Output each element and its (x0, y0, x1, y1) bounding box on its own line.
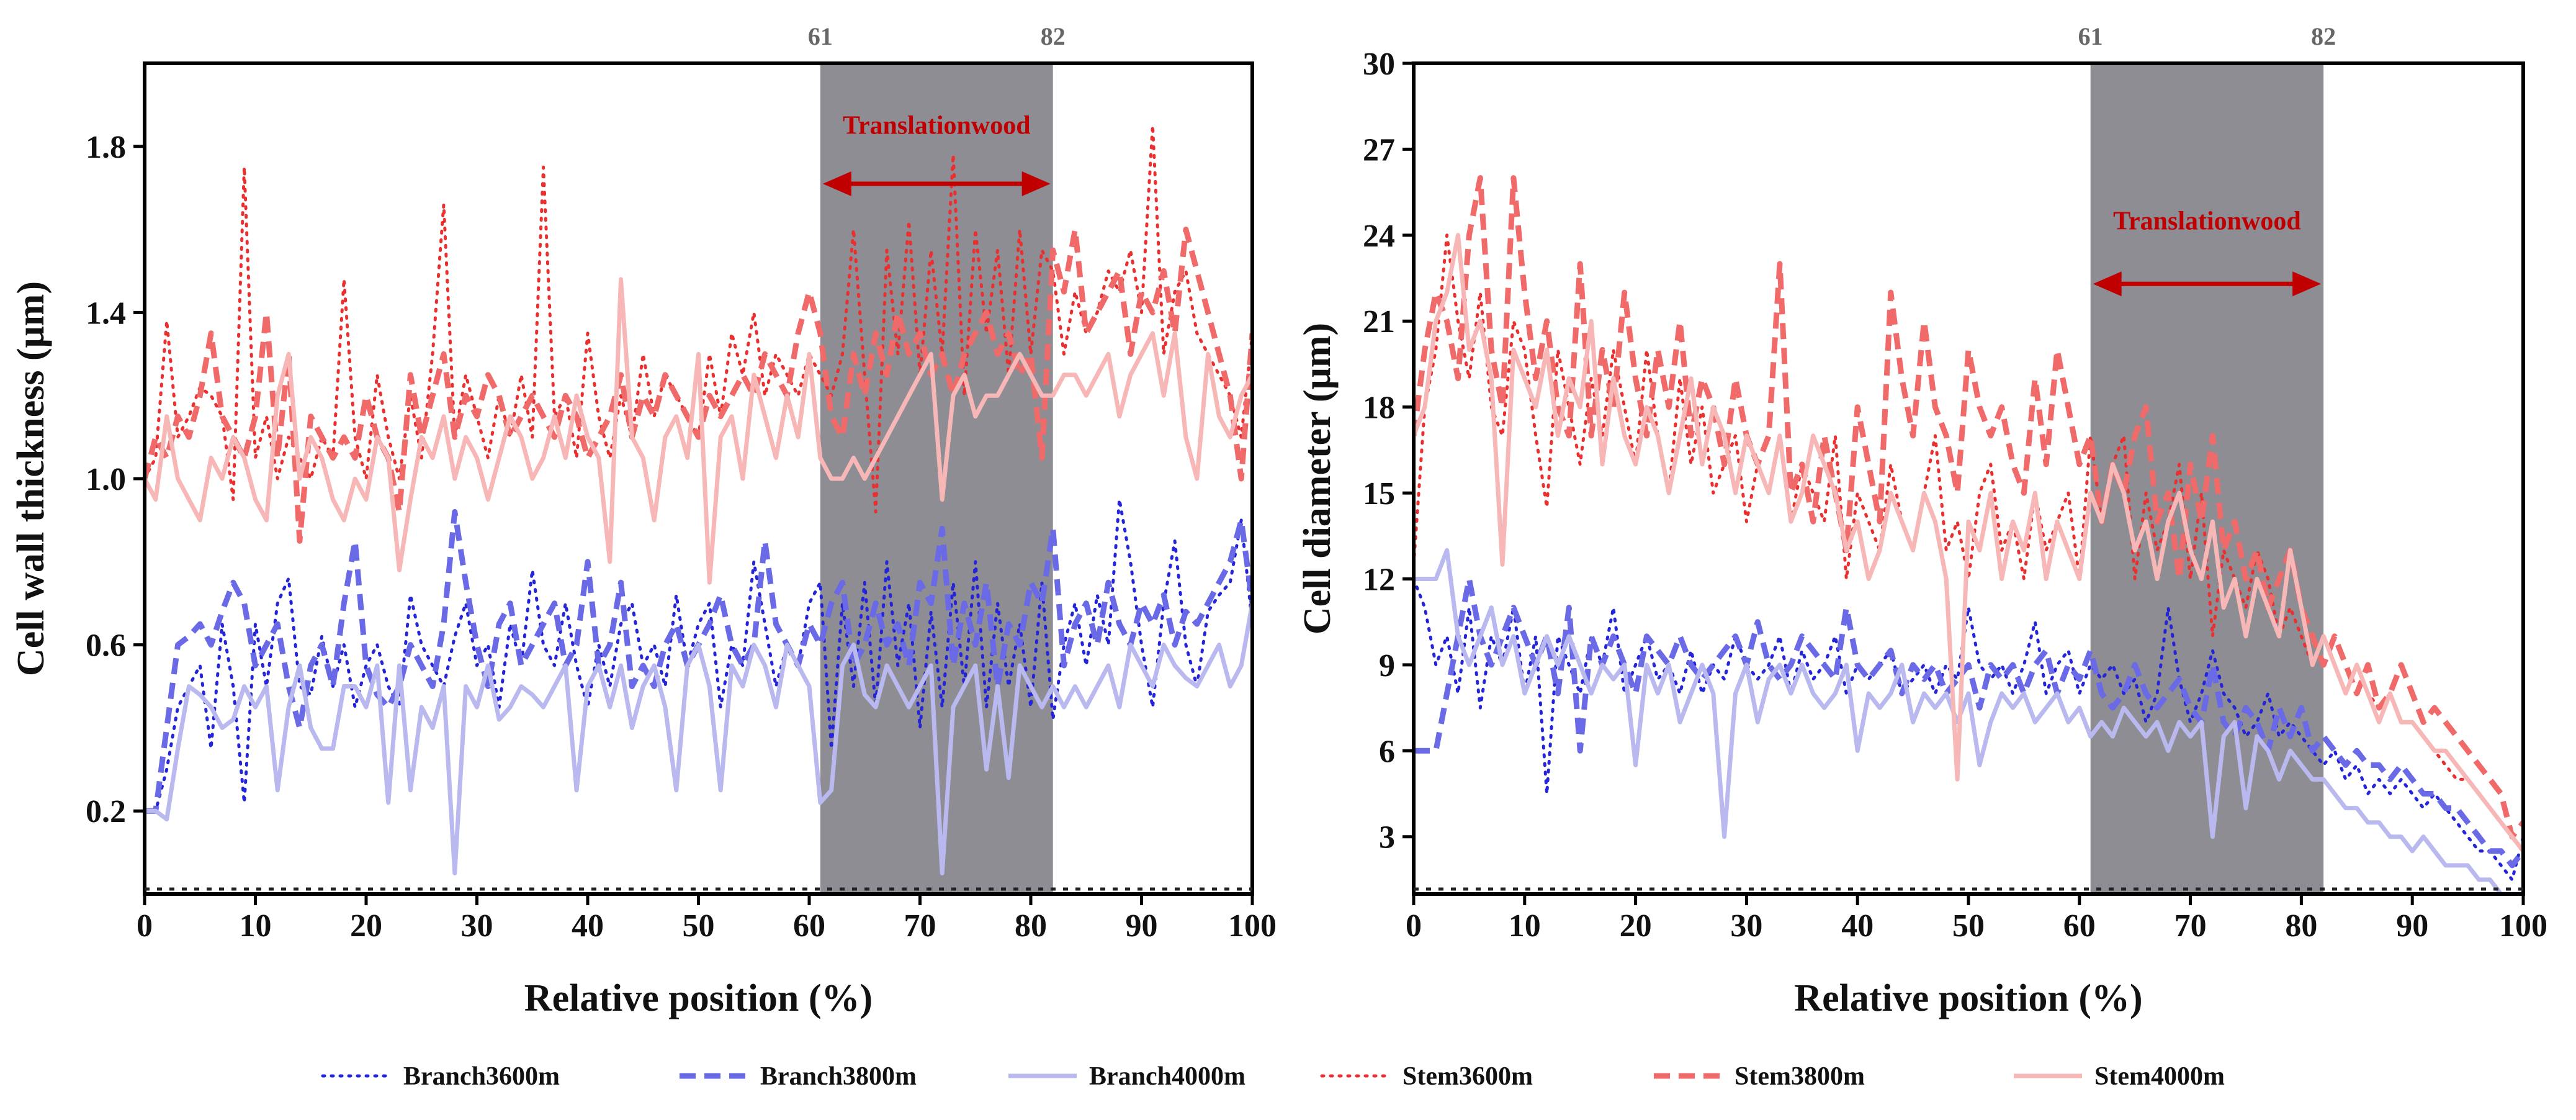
x-tick-label: 30 (1730, 908, 1762, 944)
x-tick-label: 80 (1015, 908, 1047, 944)
y-tick-label: 1.0 (86, 462, 126, 497)
y-tick-label: 0.6 (86, 628, 126, 664)
series-line-Stem4000m (1414, 233, 2523, 852)
translationwood-arrow-right-head (2292, 271, 2322, 297)
y-axis-title: Cell wall thickness (μm) (10, 281, 52, 676)
x-tick-label: 60 (2063, 908, 2096, 944)
translationwood-arrow-left-head (822, 171, 851, 197)
y-tick-label: 1.4 (86, 296, 126, 331)
series-line-Branch3600m (145, 498, 1252, 813)
x-tick-label: 0 (137, 908, 153, 944)
legend-label-Stem4000m: Stem4000m (2094, 1062, 2225, 1091)
chart-cell-wall-thickness: 0 10 20 30 40 50 60 70 80 90 100 0.2 0.6 1.0 1.4 1.8 Rel… (10, 22, 1277, 1019)
x-tick-label: 60 (793, 908, 825, 944)
legend-label-Branch3600m: Branch3600m (403, 1062, 560, 1091)
x-axis-title: Relative position (%) (1794, 977, 2142, 1019)
translationwood-label: Translationwood (2113, 207, 2301, 236)
series-line-Stem4000m (145, 277, 1252, 585)
x-tick-label: 50 (1952, 908, 1985, 944)
x-tick-label: 100 (1228, 908, 1277, 944)
translationwood-arrow-left-head (2093, 271, 2122, 297)
x-tick-label: 90 (1126, 908, 1158, 944)
series-group (1414, 175, 2523, 894)
y-tick-label: 1.8 (86, 130, 126, 165)
band-end-label: 82 (2311, 22, 2336, 50)
series-line-Stem3800m (145, 227, 1252, 544)
y-tick-label: 18 (1363, 391, 1395, 426)
x-tick-label: 10 (240, 908, 272, 944)
series-line-Branch4000m (1414, 548, 2523, 894)
series-line-Branch3600m (1414, 577, 2523, 882)
legend-label-Branch3800m: Branch3800m (760, 1062, 917, 1091)
x-tick-label: 50 (683, 908, 715, 944)
translationwood-arrow-right-head (1021, 171, 1051, 197)
band-start-label: 61 (2078, 22, 2103, 50)
y-tick-label: 15 (1363, 476, 1395, 512)
y-tick-label: 0.2 (86, 794, 126, 829)
x-tick-label: 20 (350, 908, 382, 944)
x-tick-label: 100 (2499, 908, 2547, 944)
x-tick-label: 40 (1841, 908, 1874, 944)
x-tick-label: 40 (572, 908, 604, 944)
legend-label-Stem3600m: Stem3600m (1402, 1062, 1533, 1091)
x-tick-label: 20 (1620, 908, 1652, 944)
legend-label-Branch4000m: Branch4000m (1089, 1062, 1245, 1091)
y-axis-title: Cell diameter (μm) (1296, 323, 1339, 635)
plot-frame (1412, 61, 2525, 896)
y-tick-label: 12 (1363, 562, 1395, 597)
y-tick-label: 24 (1363, 219, 1395, 254)
y-tick-label: 6 (1379, 734, 1395, 769)
chart-cell-diameter: 0 10 20 30 40 50 60 70 80 90 100 3 6 9 12 15 18 21 24 27 30 R… (1296, 22, 2547, 1019)
x-axis-title: Relative position (%) (524, 977, 873, 1019)
x-tick-label: 80 (2285, 908, 2317, 944)
legend: Branch3600m Branch3800m Branch4000m Stem360… (321, 1062, 2225, 1091)
x-tick-label: 30 (461, 908, 493, 944)
x-tick-label: 70 (2174, 908, 2207, 944)
y-tick-label: 9 (1379, 648, 1395, 684)
legend-label-Stem3800m: Stem3800m (1735, 1062, 1865, 1091)
translationwood-label: Translationwood (843, 112, 1031, 140)
x-tick-label: 70 (904, 908, 936, 944)
x-tick-label: 10 (1509, 908, 1541, 944)
series-line-Branch3800m (1414, 576, 2523, 869)
series-group (145, 124, 1252, 875)
y-tick-label: 30 (1363, 47, 1395, 82)
series-line-Stem3800m (1414, 175, 2523, 840)
y-tick-label: 3 (1379, 820, 1395, 856)
plot-frame (143, 61, 1254, 896)
band-start-label: 61 (808, 22, 833, 50)
series-line-Branch4000m (145, 603, 1252, 875)
x-tick-label: 0 (1406, 908, 1422, 944)
y-tick-label: 21 (1363, 304, 1395, 340)
band-end-label: 82 (1041, 22, 1066, 50)
y-tick-label: 27 (1363, 132, 1395, 168)
x-tick-label: 90 (2396, 908, 2428, 944)
